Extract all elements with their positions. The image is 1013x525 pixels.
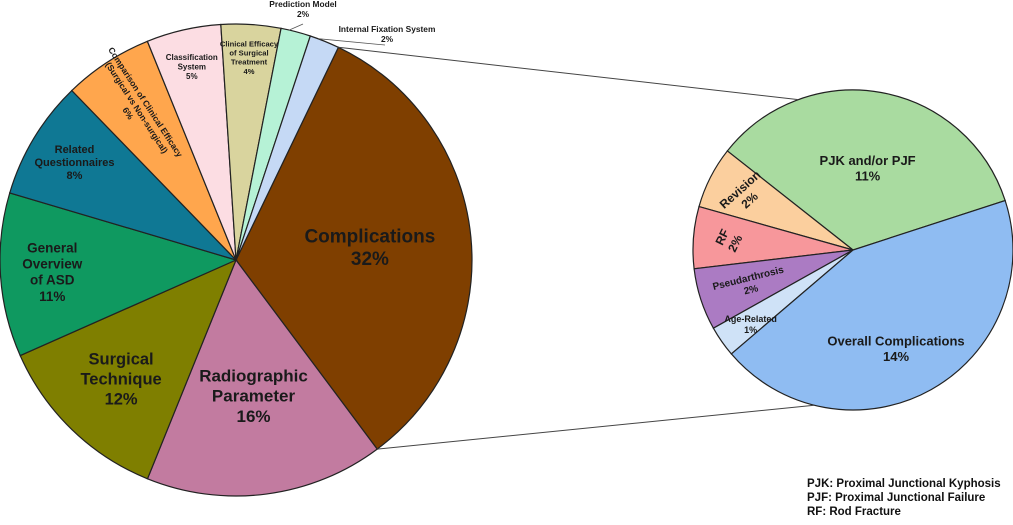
slice-label-prediction-model: Prediction Model 2% <box>269 0 336 19</box>
leader-line-prediction-model <box>288 23 304 31</box>
connector-line-bottom <box>377 404 815 450</box>
pie-slice-related-questionnaires <box>8 89 239 262</box>
slice-label-general-overview-of-asd: General Overview of ASD 11% <box>22 240 83 304</box>
abbreviation-legend: PJK: Proximal Junctional Kyphosis PJF: P… <box>807 477 1001 519</box>
pie-slice-surgical-technique <box>19 258 238 480</box>
slice-label-rf: RF2% <box>712 226 745 254</box>
slice-label-surgical-technique: Surgical Technique 12% <box>80 351 161 409</box>
connector-lines <box>288 23 815 450</box>
pie-slice-radiographic-parameter <box>146 258 379 497</box>
complications-breakdown-pie: PJK and/or PJF 11%Revision2%RF2%Pseudarth… <box>692 89 1013 411</box>
slice-label-clinical-efficacy-of-surgical-treatment: Clinical Efficacy of Surgical Treatment 4% <box>220 39 279 75</box>
legend-line-pjf: PJF: Proximal Junctional Failure <box>807 492 986 504</box>
pie-slice-pjk-and-or-pjf <box>726 89 1006 251</box>
slice-label-age-related: Age-Related 1% <box>724 314 777 335</box>
legend-line-pjk: PJK: Proximal Junctional Kyphosis <box>807 478 1001 490</box>
slice-label-classification-system: Classification System 5% <box>166 53 218 81</box>
legend-line-rf: RF: Rod Fracture <box>807 506 901 518</box>
pie-slice-general-overview-of-asd <box>0 192 238 357</box>
leader-line-internal-fixation <box>318 38 386 46</box>
slice-label-pjk-and-or-pjf: PJK and/or PJF 11% <box>820 153 916 184</box>
slice-label-related-questionnaires: Related Questionnaires 8% <box>34 144 114 182</box>
connector-line-top <box>338 46 799 101</box>
slice-label-internal-fixation-system: Internal Fixation System 2% <box>339 24 436 44</box>
main-pie: Complications 32% Radiographic Parameter 16%… <box>0 0 473 497</box>
slice-label-radiographic-parameter: Radiographic Parameter 16% <box>199 366 308 426</box>
pie-slice-complications <box>235 46 473 450</box>
slice-label-complications: Complications 32% <box>304 226 435 270</box>
slice-label-overall-complications: Overall Complications 14% <box>827 334 964 365</box>
